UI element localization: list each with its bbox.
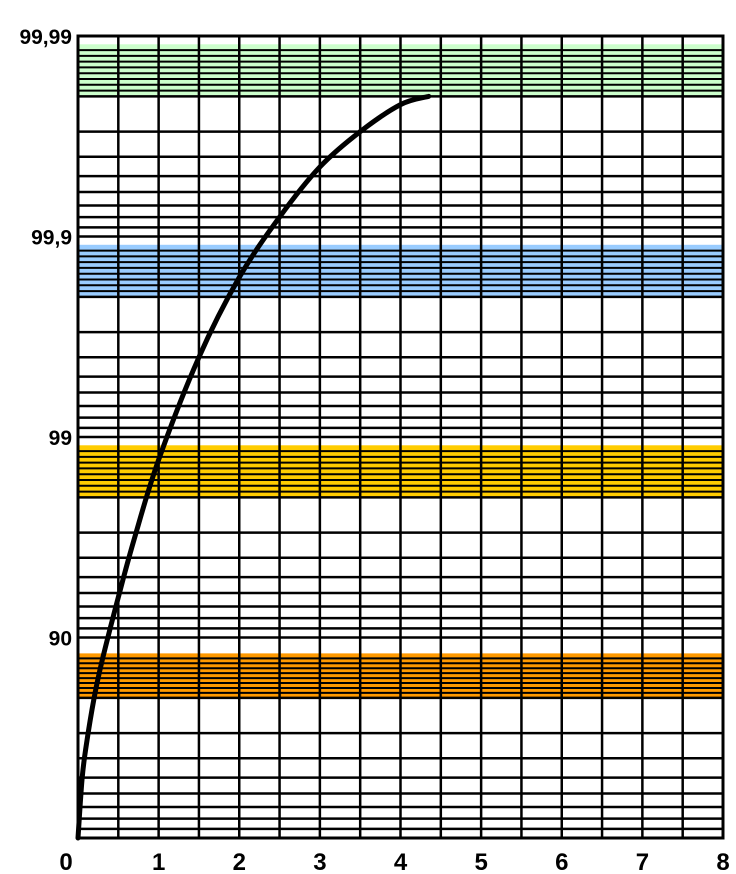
- y-tick-label: 99: [49, 427, 72, 450]
- x-tick-label: 1: [152, 849, 165, 874]
- chart-series: [75, 93, 432, 841]
- x-tick-label: 8: [716, 849, 729, 874]
- x-tick-label: 0: [59, 849, 72, 874]
- y-tick-label: 90: [49, 628, 72, 651]
- x-tick-label: 7: [636, 849, 649, 874]
- x-tick-label: 6: [555, 849, 568, 874]
- x-tick-label: 3: [313, 849, 326, 874]
- y-tick-label: 99,9: [31, 227, 72, 250]
- x-tick-label: 4: [394, 849, 408, 874]
- x-axis-ticks: 0 1 2 3 4 5 6 7 8: [59, 849, 729, 874]
- y-axis-ticks: 90 99 99,9 99,99: [19, 26, 72, 651]
- x-tick-label: 5: [474, 849, 487, 874]
- plot-frame: [76, 34, 725, 840]
- series-line-0: [75, 93, 432, 841]
- x-tick-label: 2: [233, 849, 246, 874]
- chart-grid: [76, 34, 725, 840]
- y-tick-label: 99,99: [19, 26, 72, 49]
